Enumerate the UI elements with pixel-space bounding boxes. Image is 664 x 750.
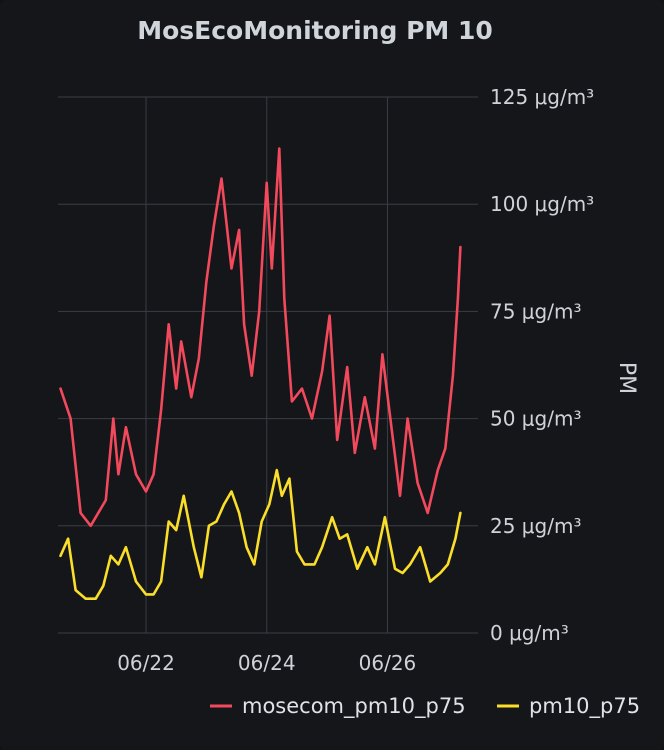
y-tick-label: 50 μg/m³	[490, 407, 581, 431]
y-tick-label: 125 μg/m³	[490, 85, 594, 109]
x-tick-label: 06/24	[238, 651, 296, 675]
series-line-pm10_p75	[59, 468, 462, 600]
y-tick-label: 25 μg/m³	[490, 514, 581, 538]
y-tick-label: 100 μg/m³	[490, 192, 594, 216]
y-tick-label: 0 μg/m³	[490, 621, 569, 645]
legend-label: pm10_p75	[529, 694, 640, 719]
y-axis-label: PM	[614, 362, 639, 394]
x-tick-label: 06/22	[117, 651, 175, 675]
y-tick-label: 75 μg/m³	[490, 299, 581, 323]
chart-title: MosEcoMonitoring PM 10	[137, 16, 493, 45]
legend-label: mosecom_pm10_p75	[242, 694, 466, 719]
x-tick-label: 06/26	[359, 651, 417, 675]
series-line-mosecom_pm10_p75	[59, 147, 462, 528]
